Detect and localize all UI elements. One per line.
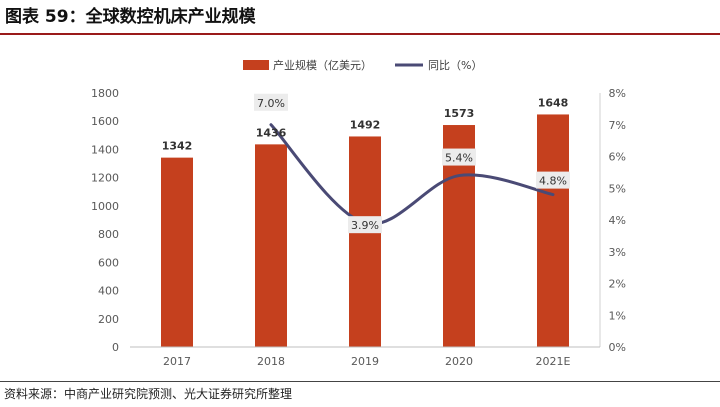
y-left-tick-label: 1200 (91, 172, 119, 185)
line-value-label-text: 5.4% (445, 152, 473, 165)
line-value-label-text: 3.9% (351, 219, 379, 232)
line-value-label-bg (254, 93, 288, 111)
legend-line-label: 同比（%） (428, 59, 482, 72)
y-axis-right: 0% 1% 2% 3% 4% 5% 6% 7% 8% (599, 87, 626, 354)
bar-value-label: 1342 (162, 140, 193, 153)
line-value-label: 7.0% (254, 93, 288, 111)
y-left-tick-label: 1800 (91, 87, 119, 100)
y-right-tick-label: 6% (609, 151, 626, 164)
y-right-tick-label: 7% (609, 119, 626, 132)
growth-line (269, 123, 555, 226)
line-value-label: 5.4% (442, 148, 476, 166)
y-right-tick-label: 0% (609, 341, 626, 354)
x-tick-label: 2018 (257, 355, 285, 368)
x-tick-label: 2021E (536, 355, 571, 368)
x-tick-label: 2017 (163, 355, 191, 368)
y-left-tick-label: 800 (98, 228, 119, 241)
line-value-label-bg (536, 171, 570, 189)
bar-value-label: 1492 (350, 118, 381, 131)
x-axis: 2017 2018 2019 2020 2021E (130, 346, 600, 368)
line-value-label-bg (348, 216, 382, 234)
bar-series (161, 114, 569, 348)
y-right-tick-label: 1% (609, 309, 626, 322)
y-axis-left: 0 200 400 600 800 1000 1200 1400 1600 1800 (91, 87, 119, 354)
chart-title: 图表 59：全球数控机床产业规模 (5, 7, 256, 27)
y-left-tick-label: 400 (98, 285, 119, 298)
footer-rule (0, 381, 720, 382)
y-right-tick-label: 3% (609, 246, 626, 259)
bar (537, 114, 569, 348)
x-tick-label: 2019 (351, 355, 379, 368)
line-value-label-bg (442, 148, 476, 166)
y-right-tick-label: 2% (609, 278, 626, 291)
bar (161, 157, 193, 347)
x-tick-label: 2020 (445, 355, 473, 368)
line-value-label-text: 4.8% (539, 175, 567, 188)
y-left-tick-label: 600 (98, 256, 119, 269)
bar-value-label: 1648 (538, 96, 569, 109)
data-labels: 1342 1436 1492 1573 1648 7.0% 3.9% 5.4% 4.8% (162, 93, 570, 234)
bar (349, 136, 381, 347)
y-left-tick-label: 1000 (91, 200, 119, 213)
y-right-tick-label: 8% (609, 87, 626, 100)
source-note: 资料来源：中商产业研究院预测、光大证券研究所整理 (4, 387, 293, 401)
line-value-label: 3.9% (348, 216, 382, 234)
y-right-tick-label: 5% (609, 182, 626, 195)
bar-value-label: 1436 (256, 126, 287, 139)
bar (255, 144, 287, 347)
title-rule (0, 33, 720, 35)
line-value-label-text: 7.0% (257, 97, 285, 110)
y-right-tick-label: 4% (609, 214, 626, 227)
bar-value-label: 1573 (444, 107, 475, 120)
legend-bar-swatch (243, 60, 269, 70)
legend: 产业规模（亿美元） 同比（%） (243, 58, 482, 72)
line-series (269, 123, 555, 226)
legend-bar-label: 产业规模（亿美元） (273, 58, 372, 72)
y-left-tick-label: 1600 (91, 115, 119, 128)
y-left-tick-label: 1400 (91, 143, 119, 156)
y-left-tick-label: 200 (98, 313, 119, 326)
y-left-tick-label: 0 (112, 341, 119, 354)
line-value-label: 4.8% (536, 171, 570, 189)
